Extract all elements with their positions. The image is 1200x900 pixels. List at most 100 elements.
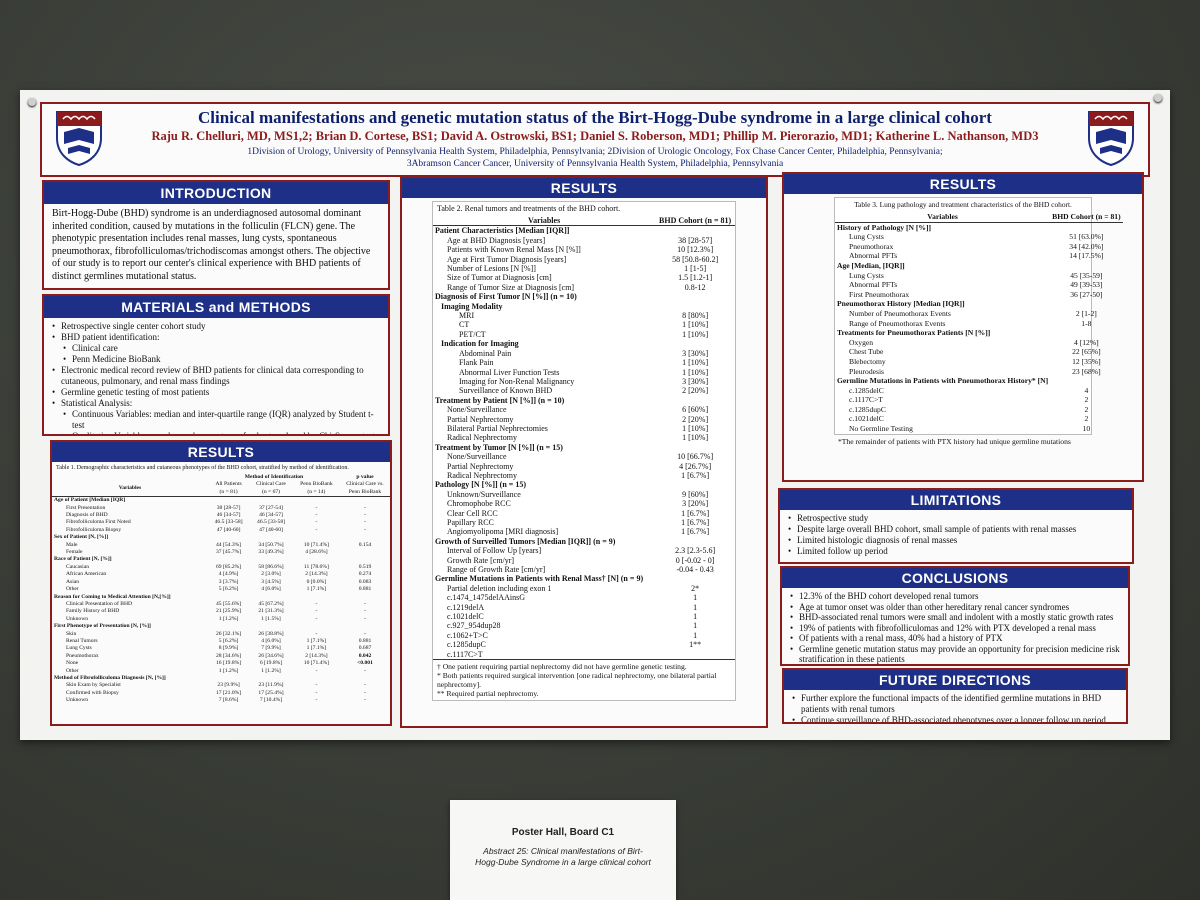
- row-label: Age at First Tumor Diagnosis [years]: [447, 254, 567, 264]
- table-row: Fibrofolliculoma Biopsy 47 [40-60] 47 [40-…: [52, 527, 390, 534]
- table2: Variables BHD Cohort (n = 81) Patient Ch…: [433, 216, 735, 659]
- row-value: [293, 497, 340, 505]
- row-value: 1 [7.1%]: [306, 637, 327, 644]
- future-directions-list: Further explore the functional impacts o…: [784, 690, 1126, 722]
- row-label: c.1285dupC: [447, 640, 486, 650]
- row-value: -: [364, 615, 366, 622]
- row-value: [655, 443, 735, 452]
- panel-heading: RESULTS: [52, 442, 390, 462]
- row-value: [340, 594, 390, 601]
- table-row: Number of Pneumothorax Events 2 [1-2]: [835, 309, 1123, 319]
- row-label: Number of Lesions [N [%]]: [447, 264, 536, 274]
- row-value: [208, 556, 249, 563]
- row-label: Blebectomy: [849, 356, 886, 366]
- table-row: Indication for Imaging: [433, 339, 735, 348]
- table-row: Lung Cysts 51 [63.0%]: [835, 232, 1123, 242]
- table1-col-pb-n: (n = 14): [307, 488, 326, 495]
- table-row: Male 44 [54.3%] 34 [50.7%] 10 [71.4%] 0.154: [52, 542, 390, 549]
- row-value: 4 [12%]: [1074, 337, 1099, 347]
- row-value: 10 [12.3%]: [677, 245, 714, 255]
- panel-heading: FUTURE DIRECTIONS: [784, 670, 1126, 690]
- row-value: 3 [30%]: [682, 376, 709, 386]
- row-label: No Germline Testing: [849, 424, 913, 434]
- table1-col-cc: Clinical Care: [256, 481, 286, 488]
- row-value: 9 [60%]: [682, 489, 709, 499]
- row-value: 26 [32.1%]: [216, 630, 242, 637]
- row-label: Bilateral Partial Nephrectomies: [447, 423, 548, 433]
- row-value: 21 [25.9%]: [216, 608, 242, 615]
- introduction-text: Birt-Hogg-Dube (BHD) syndrome is an unde…: [52, 208, 371, 282]
- table-row: Imaging Modality: [433, 302, 735, 311]
- row-value: 26 [34.6%]: [258, 652, 284, 659]
- row-value: 1: [693, 630, 698, 640]
- conclusions-item: Age at tumor onset was older than other …: [790, 602, 1120, 613]
- row-value: -: [364, 519, 366, 526]
- table3-caption: Table 3. Lung pathology and treatment ch…: [854, 200, 1072, 209]
- row-value: 3 [20%]: [682, 499, 709, 509]
- table-row: Age at First Tumor Diagnosis [years] 58 […: [433, 255, 735, 264]
- row-value: -: [364, 667, 366, 674]
- row-value: 23 [9.9%]: [217, 682, 240, 689]
- affiliation-line: 3Abramson Cancer Cancer, University of P…: [406, 158, 784, 169]
- table-row: Age at BHD Diagnosis [years] 38 [28-57]: [433, 236, 735, 245]
- row-value: 4: [1084, 385, 1089, 395]
- row-value: -: [364, 682, 366, 689]
- table-row: Patients with Known Renal Mass [N [%]] 10…: [433, 245, 735, 254]
- row-value: [655, 396, 735, 405]
- penn-shield-icon: [56, 111, 102, 166]
- row-value: [208, 594, 249, 601]
- panel-heading: RESULTS: [402, 178, 766, 198]
- row-value: -: [364, 630, 366, 637]
- table-row: Unknown 1 [1.2%] 1 [1.5%] - -: [52, 616, 390, 623]
- row-label: African American: [66, 571, 107, 578]
- row-label: Unknown/Surveillance: [447, 489, 521, 499]
- row-value: 38 [28-57]: [216, 504, 241, 511]
- row-value: 58 [50.8-60.2]: [672, 254, 719, 264]
- row-value: 6 [19.8%]: [259, 660, 283, 667]
- row-value: 23 [68%]: [1072, 366, 1101, 376]
- row-label: Patient Characteristics [Median [IQR]]: [435, 226, 570, 236]
- table-row: First Presentation 38 [28-57] 37 [27-54] - -: [52, 505, 390, 512]
- row-label: Male: [66, 541, 78, 548]
- row-value: [249, 594, 293, 601]
- row-value: 8 [9.9%]: [218, 645, 239, 652]
- panel-heading: LIMITATIONS: [780, 490, 1132, 510]
- row-value: [249, 675, 293, 682]
- row-label: Treatment by Tumor [N [%]] (n = 15): [435, 442, 563, 452]
- row-label: First Presentation: [66, 504, 106, 511]
- table-row: Growth of Surveilled Tumors [Median [IQR…: [433, 537, 735, 546]
- row-value: -: [364, 608, 366, 615]
- table-row: Confirmed with Biopsy 17 [21.0%] 17 [25.4%…: [52, 690, 390, 697]
- row-value: -: [315, 697, 318, 704]
- table-row: Caucasian 69 [85.2%] 58 [86.6%] 11 [78.6%] 0…: [52, 564, 390, 571]
- conclusions-item: BHD-associated renal tumors were small a…: [790, 612, 1120, 623]
- row-value: 1 [1.2%]: [261, 667, 281, 674]
- table-row: Lung Cysts 45 [35-59]: [835, 271, 1123, 281]
- table-row: Pneumothorax History [Median [IQR]]: [835, 299, 1123, 309]
- table-row: MRI 8 [80%]: [433, 311, 735, 320]
- table3-footnote: *The remainder of patients with PTX hist…: [838, 436, 1071, 446]
- row-value: 2: [1084, 395, 1089, 405]
- row-value: 37 [27-54]: [259, 504, 283, 511]
- row-value: 0.687: [358, 645, 372, 652]
- row-value: 0.154: [358, 541, 372, 548]
- row-value: [1050, 328, 1122, 338]
- row-value: 3 [4.5%]: [261, 578, 281, 585]
- row-value: [340, 497, 390, 505]
- row-value: 2: [1084, 414, 1089, 424]
- row-value: 5 [6.2%]: [218, 586, 239, 593]
- table-row: Abnormal Liver Function Tests 1 [10%]: [433, 368, 735, 377]
- table-row: Surveillance of Known BHD 2 [20%]: [433, 386, 735, 395]
- row-value: [208, 623, 249, 630]
- row-value: [340, 556, 390, 563]
- row-label: Fibrofolliculoma Biopsy: [66, 526, 122, 533]
- row-value: 1 [10%]: [682, 320, 709, 330]
- row-value: 1 [7.1%]: [306, 586, 327, 593]
- limitations-item: Retrospective study: [788, 513, 1124, 524]
- row-label: Lung Cysts: [849, 270, 884, 280]
- table-row: PET/CT 1 [10%]: [433, 330, 735, 339]
- row-value: 69 [85.2%]: [216, 563, 242, 570]
- row-value: 2 [14.3%]: [305, 652, 328, 659]
- row-value: 17 [25.4%]: [258, 689, 284, 696]
- row-value: 46 [34-57]: [259, 512, 283, 519]
